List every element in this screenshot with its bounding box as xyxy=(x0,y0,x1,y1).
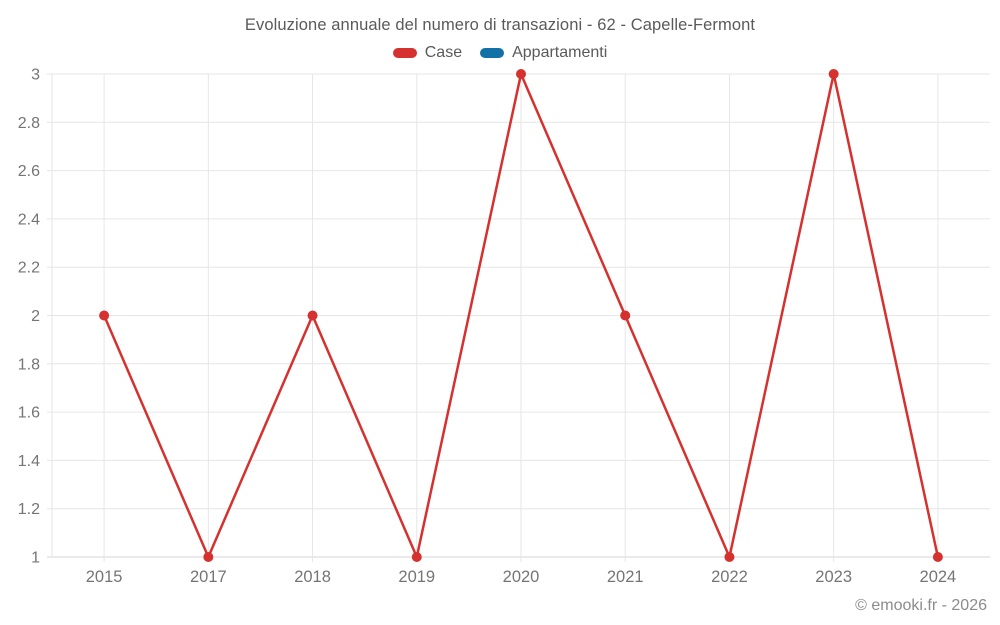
legend-swatch-appartamenti xyxy=(480,48,505,58)
data-point-case[interactable] xyxy=(516,69,526,79)
legend-label: Appartamenti xyxy=(512,44,608,61)
x-axis-label: 2023 xyxy=(815,568,852,586)
data-point-case[interactable] xyxy=(932,552,943,562)
legend-swatch-case xyxy=(392,48,417,58)
data-point-case[interactable] xyxy=(203,552,214,562)
chart-title: Evoluzione annuale del numero di transaz… xyxy=(244,16,756,34)
legend-label: Case xyxy=(424,44,463,61)
x-axis-label: 2024 xyxy=(920,568,957,586)
y-axis-label: 2.4 xyxy=(18,211,40,228)
data-point-case[interactable] xyxy=(724,552,735,562)
y-axis-label: 2 xyxy=(31,308,40,325)
data-point-case[interactable] xyxy=(307,310,318,321)
y-axis-label: 1.2 xyxy=(18,501,40,518)
y-axis-label: 1 xyxy=(31,550,40,567)
y-axis-label: 1.6 xyxy=(18,405,40,422)
data-point-case[interactable] xyxy=(620,310,631,321)
x-axis-label: 2018 xyxy=(294,568,331,586)
x-axis-label: 2017 xyxy=(190,568,227,586)
data-point-case[interactable] xyxy=(99,310,110,321)
y-axis-label: 2.2 xyxy=(18,260,40,277)
legend-item-case[interactable]: Case xyxy=(392,44,463,62)
data-point-case[interactable] xyxy=(411,552,422,562)
x-axis-label: 2020 xyxy=(503,568,540,586)
x-axis-label: 2021 xyxy=(607,568,644,586)
legend-item-appartamenti[interactable]: Appartamenti xyxy=(480,44,607,62)
legend: Case Appartamenti xyxy=(0,44,1000,62)
y-axis-label: 2.8 xyxy=(18,115,40,132)
data-point-case[interactable] xyxy=(828,69,839,79)
y-axis-label: 2.6 xyxy=(18,163,40,180)
x-axis-label: 2019 xyxy=(398,568,435,586)
y-axis-label: 1.4 xyxy=(18,453,40,470)
watermark: © emooki.fr - 2026 xyxy=(855,597,987,614)
x-axis-label: 2015 xyxy=(86,568,123,586)
y-axis-label: 1.8 xyxy=(18,356,40,373)
y-axis-label: 3 xyxy=(31,67,40,84)
x-axis-label: 2022 xyxy=(711,568,748,586)
